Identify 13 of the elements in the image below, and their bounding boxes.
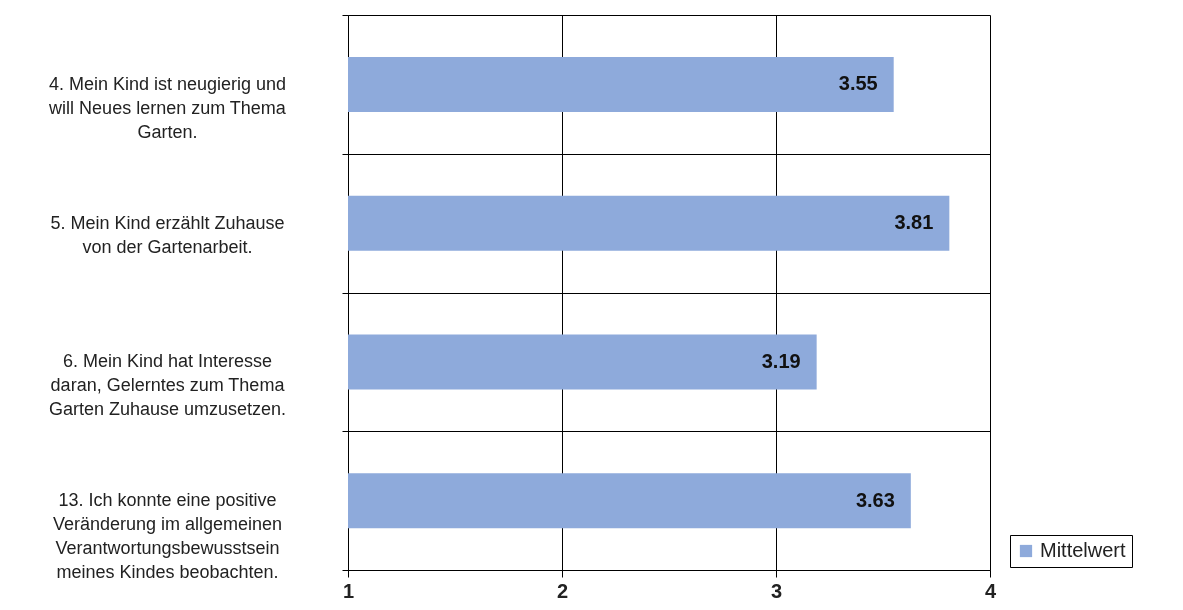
data-label: 3.55 — [838, 72, 878, 95]
y-tick-label: 5. Mein Kind erzählt Zuhause von der Gartenarbeit. — [50, 212, 285, 257]
x-tick-label: 2 — [556, 579, 569, 602]
legend-label: Mittelwert — [1040, 539, 1127, 561]
y-tick-label: 4. Mein Kind ist neugierig und will Neues lernen zum Thema Garten. — [48, 73, 287, 142]
x-tick-label: 1 — [342, 579, 355, 602]
data-label: 3.81 — [894, 211, 934, 234]
x-tick-label: 4 — [984, 579, 997, 602]
data-label: 3.63 — [855, 488, 895, 511]
y-tick-label: 6. Mein Kind hat Interesse daran, Gelerntes zum Thema Garten Zuhause umzusetzen. — [48, 351, 287, 420]
x-tick-label: 3 — [770, 579, 783, 602]
data-label: 3.19 — [761, 349, 801, 372]
y-tick-label: 13. Ich konnte eine positive Veränderung im allgemeinen Verantwortungsbewusstsein meines Kindes beobachten. — [52, 490, 283, 583]
